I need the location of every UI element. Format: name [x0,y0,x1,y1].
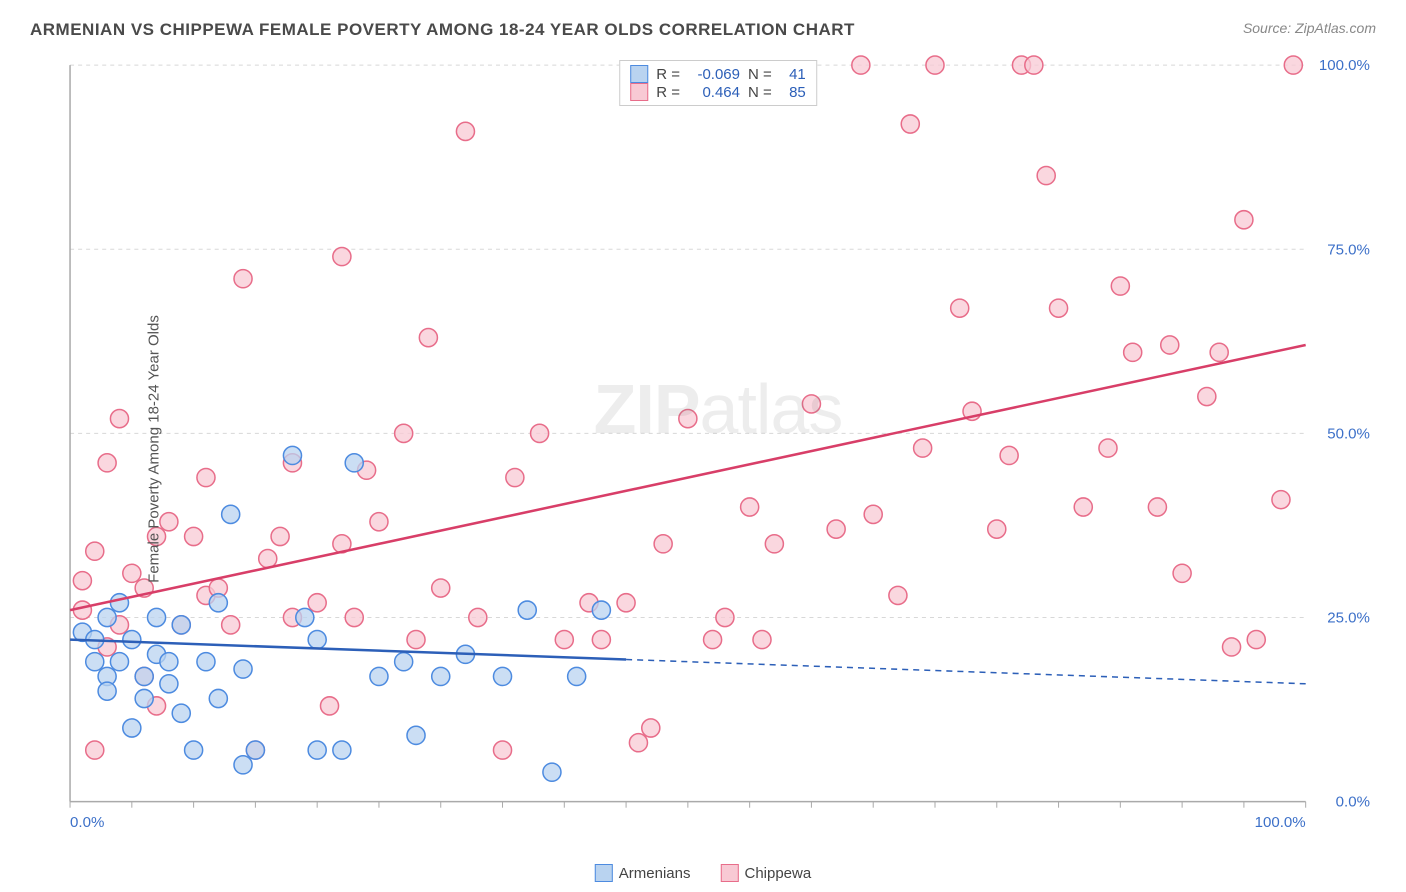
r-label: R = [656,66,680,83]
correlation-legend: R = -0.069 N = 41 R = 0.464 N = 85 [619,60,817,106]
y-axis-label: Female Poverty Among 18-24 Year Olds [145,315,162,583]
legend-row-armenians: R = -0.069 N = 41 [630,65,806,83]
legend-item-chippewa: Chippewa [720,864,811,882]
armenians-label: Armenians [619,865,691,882]
scatter-plot: 0.0% 25.0% 50.0% 75.0% 100.0% 0.0% 100.0% [60,55,1376,842]
svg-text:100.0%: 100.0% [1255,814,1306,831]
svg-text:0.0%: 0.0% [70,814,104,831]
n-label: N = [748,66,772,83]
chart-title: ARMENIAN VS CHIPPEWA FEMALE POVERTY AMON… [30,20,855,40]
armenians-swatch-icon [630,65,648,83]
armenians-r-value: -0.069 [688,66,740,83]
svg-text:0.0%: 0.0% [1336,794,1370,811]
armenians-n-value: 41 [780,66,806,83]
chippewa-n-value: 85 [780,84,806,101]
r-label: R = [656,84,680,101]
series-legend: Armenians Chippewa [595,864,811,882]
chippewa-swatch-icon [630,83,648,101]
source-label: Source: ZipAtlas.com [1243,20,1376,36]
svg-text:75.0%: 75.0% [1327,241,1370,258]
chart-area: Female Poverty Among 18-24 Year Olds 0.0… [60,55,1376,842]
chippewa-swatch-icon [720,864,738,882]
legend-row-chippewa: R = 0.464 N = 85 [630,83,806,101]
legend-item-armenians: Armenians [595,864,691,882]
armenians-swatch-icon [595,864,613,882]
chippewa-r-value: 0.464 [688,84,740,101]
chippewa-label: Chippewa [744,865,811,882]
n-label: N = [748,84,772,101]
svg-text:25.0%: 25.0% [1327,610,1370,627]
svg-text:50.0%: 50.0% [1327,425,1370,442]
svg-text:100.0%: 100.0% [1319,57,1370,74]
